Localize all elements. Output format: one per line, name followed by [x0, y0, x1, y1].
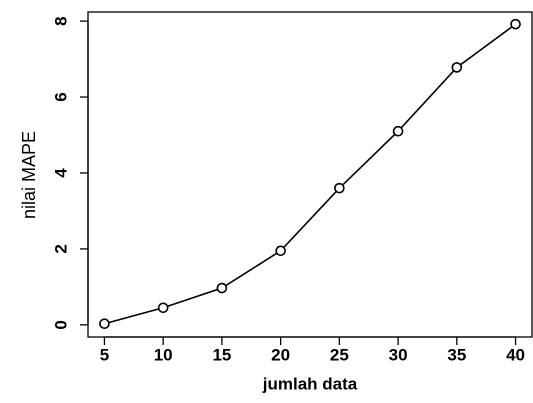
x-tick-label: 15: [212, 345, 231, 364]
x-tick-label: 20: [271, 345, 290, 364]
data-point: [510, 18, 521, 30]
y-tick-label: 6: [51, 92, 70, 101]
data-point: [216, 282, 228, 294]
y-tick-label: 8: [51, 16, 70, 25]
data-point: [451, 62, 463, 73]
data-point: [392, 125, 404, 137]
data-line: [104, 23, 517, 325]
data-point: [275, 245, 286, 257]
y-tick-label: 2: [51, 244, 70, 253]
x-tick-label: 30: [389, 345, 408, 364]
x-tick-label: 35: [447, 345, 466, 364]
y-tick-label: 4: [51, 168, 70, 178]
y-axis-title: nilai MAPE: [19, 131, 39, 219]
x-tick-label: 25: [330, 345, 349, 364]
data-point: [334, 182, 345, 194]
y-tick-label: 0: [51, 320, 70, 329]
x-tick-label: 40: [506, 345, 525, 364]
x-tick-label: 5: [100, 345, 109, 364]
x-axis-title: jumlah data: [262, 374, 358, 393]
data-point: [157, 302, 169, 314]
data-point: [99, 318, 110, 330]
x-tick-label: 10: [154, 345, 173, 364]
